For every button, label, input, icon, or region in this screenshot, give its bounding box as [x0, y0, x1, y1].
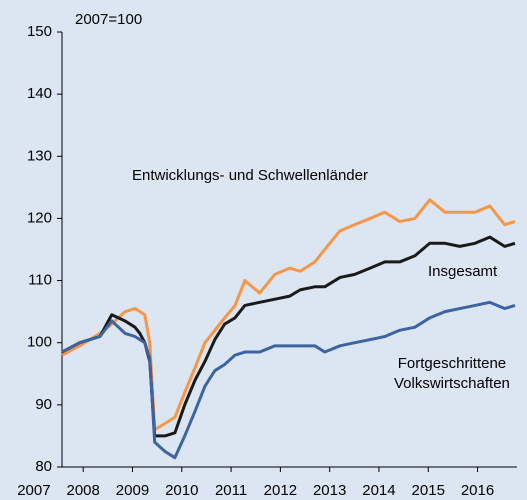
series-line — [61, 198, 516, 432]
x-tick-label: 2011 — [215, 482, 247, 499]
y-tick-label: 150 — [27, 23, 52, 40]
y-tick-label: 90 — [35, 396, 52, 413]
y-tick-label: 130 — [27, 147, 52, 164]
series-label: Entwicklungs- und Schwellenländer — [132, 167, 368, 184]
y-tick-label: 100 — [27, 334, 52, 351]
x-tick-label: 2014 — [362, 482, 395, 499]
series-line — [61, 300, 516, 460]
y-tick-label: 140 — [27, 85, 52, 102]
y-tick-label: 80 — [35, 458, 52, 475]
subtitle: 2007=100 — [75, 11, 142, 28]
x-tick-label: 2016 — [461, 482, 494, 499]
x-tick-label: 2009 — [116, 482, 149, 499]
x-tick-label: 2015 — [412, 482, 445, 499]
series-line — [61, 235, 516, 438]
y-tick-label: 110 — [28, 272, 52, 289]
series-label: Insgesamt — [428, 263, 498, 280]
x-tick-label: 2007 — [17, 482, 50, 499]
x-tick-label: 2008 — [67, 482, 100, 499]
y-tick-label: 120 — [27, 209, 52, 226]
series-label: Fortgeschrittene Volkswirtschaften — [394, 355, 510, 392]
x-tick-label: 2013 — [313, 482, 346, 499]
x-tick-label: 2012 — [264, 482, 297, 499]
x-tick-label: 2010 — [165, 482, 198, 499]
